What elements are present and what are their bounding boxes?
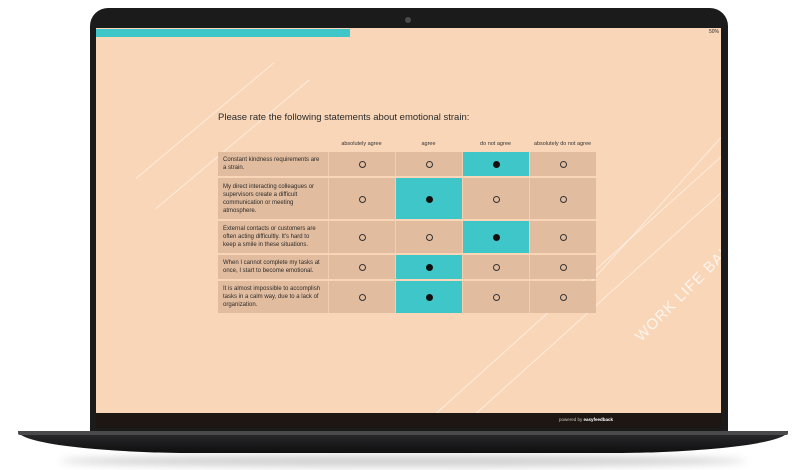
progress-label: 50% bbox=[708, 29, 719, 35]
option-cell[interactable] bbox=[395, 221, 462, 253]
column-header: absolutely do not agree bbox=[533, 141, 592, 147]
laptop-base-edge bbox=[18, 431, 788, 435]
powered-prefix: powered by bbox=[558, 417, 584, 422]
laptop-shadow bbox=[60, 455, 746, 467]
rating-matrix: absolutely agree agree do not agree abso… bbox=[218, 136, 596, 315]
radio-button[interactable] bbox=[358, 195, 366, 203]
statement-text: My direct interacting colleagues or supe… bbox=[218, 178, 328, 219]
option-cell[interactable] bbox=[529, 152, 596, 176]
radio-button[interactable] bbox=[492, 294, 500, 301]
option-cell[interactable] bbox=[529, 178, 596, 219]
radio-button[interactable] bbox=[358, 234, 366, 241]
matrix-row: My direct interacting colleagues or supe… bbox=[218, 178, 596, 219]
radio-button[interactable] bbox=[425, 161, 433, 168]
option-cell[interactable] bbox=[328, 178, 395, 219]
radio-button[interactable] bbox=[358, 294, 366, 301]
progress-bar: 50% bbox=[96, 28, 721, 37]
option-cell[interactable] bbox=[462, 152, 529, 176]
option-cell[interactable] bbox=[529, 281, 596, 313]
option-cell[interactable] bbox=[462, 178, 529, 219]
option-cell[interactable] bbox=[328, 221, 395, 253]
statement-text: It is almost impossible to accomplish ta… bbox=[218, 281, 328, 313]
matrix-row: It is almost impossible to accomplish ta… bbox=[218, 281, 596, 313]
radio-button[interactable] bbox=[559, 161, 567, 168]
radio-button[interactable] bbox=[559, 294, 567, 301]
option-cell[interactable] bbox=[328, 281, 395, 313]
option-cell[interactable] bbox=[328, 152, 395, 176]
radio-button[interactable] bbox=[425, 264, 433, 271]
matrix-row: When I cannot complete my tasks at once,… bbox=[218, 255, 596, 279]
radio-button[interactable] bbox=[425, 234, 433, 241]
matrix-corner bbox=[218, 138, 328, 150]
column-header: do not agree bbox=[480, 141, 511, 147]
radio-button[interactable] bbox=[358, 264, 366, 271]
radio-button[interactable] bbox=[492, 195, 500, 203]
radio-button[interactable] bbox=[492, 234, 500, 241]
radio-button[interactable] bbox=[492, 264, 500, 271]
radio-button[interactable] bbox=[358, 161, 366, 168]
option-cell[interactable] bbox=[462, 281, 529, 313]
option-cell[interactable] bbox=[395, 152, 462, 176]
option-cell[interactable] bbox=[328, 255, 395, 279]
radio-button[interactable] bbox=[559, 234, 567, 241]
question-title: Please rate the following statements abo… bbox=[218, 112, 470, 123]
radio-button[interactable] bbox=[425, 195, 433, 203]
column-header: absolutely agree bbox=[341, 141, 382, 147]
progress-fill bbox=[96, 29, 350, 37]
laptop-base bbox=[18, 431, 788, 453]
statement-text: When I cannot complete my tasks at once,… bbox=[218, 255, 328, 279]
option-cell[interactable] bbox=[462, 255, 529, 279]
matrix-row: External contacts or customers are often… bbox=[218, 221, 596, 253]
matrix-header-row: absolutely agree agree do not agree abso… bbox=[218, 138, 596, 150]
option-cell[interactable] bbox=[462, 221, 529, 253]
option-cell[interactable] bbox=[529, 221, 596, 253]
column-header: agree bbox=[421, 141, 436, 147]
option-cell[interactable] bbox=[395, 178, 462, 219]
radio-button[interactable] bbox=[559, 264, 567, 271]
watermark-text: WORK LIFE BALANCE bbox=[631, 210, 721, 345]
footer-bar: powered by easyfeedback bbox=[96, 413, 721, 428]
option-cell[interactable] bbox=[395, 255, 462, 279]
option-cell[interactable] bbox=[529, 255, 596, 279]
brand-name: easyfeedback bbox=[583, 417, 613, 422]
statement-text: External contacts or customers are often… bbox=[218, 221, 328, 253]
radio-button[interactable] bbox=[559, 195, 567, 203]
option-cell[interactable] bbox=[395, 281, 462, 313]
webcam bbox=[405, 17, 411, 23]
powered-by[interactable]: powered by easyfeedback bbox=[559, 417, 613, 422]
survey-screen: 50% Please rate the following statements… bbox=[96, 28, 721, 428]
radio-button[interactable] bbox=[425, 294, 433, 301]
statement-text: Constant kindness requirements are a str… bbox=[218, 152, 328, 176]
radio-button[interactable] bbox=[492, 161, 500, 168]
matrix-row: Constant kindness requirements are a str… bbox=[218, 152, 596, 176]
